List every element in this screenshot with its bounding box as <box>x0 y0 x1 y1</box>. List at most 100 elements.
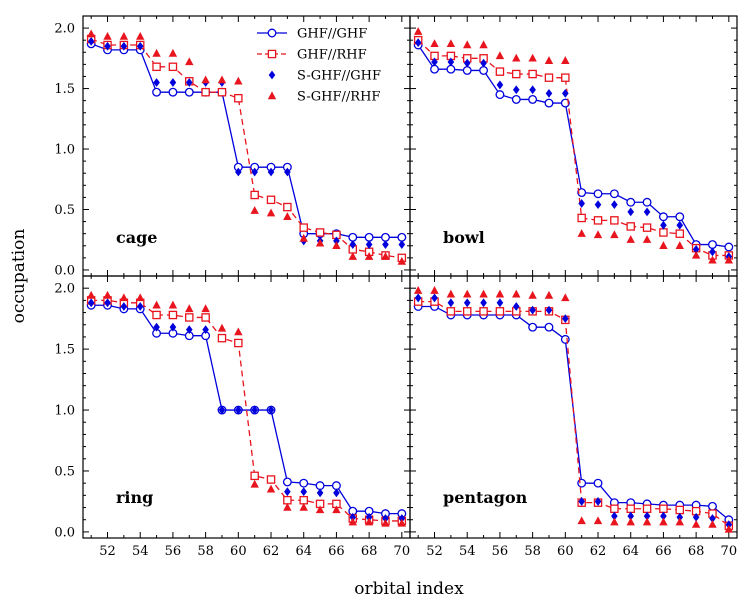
data-point <box>153 322 160 332</box>
data-point <box>202 325 209 335</box>
y-tick-label: 2.0 <box>54 22 75 37</box>
x-tick-label: 60 <box>557 544 574 559</box>
data-point <box>299 233 308 242</box>
data-point <box>397 256 407 265</box>
data-point <box>86 290 96 299</box>
data-point <box>315 228 325 237</box>
data-point <box>578 497 585 506</box>
panel-frame <box>409 275 738 539</box>
x-tick-label: 64 <box>622 544 639 559</box>
x-tick-label: 62 <box>590 544 607 559</box>
data-point <box>545 305 553 315</box>
data-point <box>480 298 487 308</box>
data-point <box>593 516 603 525</box>
series-ghf-ghf <box>86 300 407 519</box>
data-point <box>479 289 488 298</box>
x-tick-label: 62 <box>263 544 280 559</box>
data-point <box>611 511 618 521</box>
data-point <box>185 57 194 66</box>
data-point <box>528 69 537 79</box>
data-point <box>692 244 700 254</box>
series-s-ghf-ghf <box>87 298 406 523</box>
data-point <box>284 487 291 497</box>
data-point <box>643 511 651 521</box>
data-point <box>479 307 488 316</box>
data-point <box>496 298 504 308</box>
data-point <box>217 323 227 332</box>
data-point <box>495 67 505 76</box>
data-point <box>234 338 243 348</box>
x-axis-title: orbital index <box>354 579 464 599</box>
data-point <box>300 487 308 497</box>
data-point <box>561 293 570 302</box>
data-point <box>86 29 96 38</box>
data-point <box>169 322 177 332</box>
data-point <box>658 212 668 222</box>
data-point <box>675 241 684 249</box>
data-point <box>495 289 505 298</box>
data-point <box>348 252 357 260</box>
data-point <box>660 511 667 521</box>
data-point <box>495 51 505 60</box>
data-point <box>610 230 619 239</box>
legend-marker <box>268 70 276 80</box>
data-point <box>480 58 487 68</box>
series-s-ghf-ghf <box>414 293 733 529</box>
data-point <box>201 87 210 97</box>
data-point <box>660 220 667 230</box>
legend-label: S-GHF//RHF <box>297 90 380 105</box>
data-point <box>577 478 587 488</box>
data-point <box>463 298 471 308</box>
legend-entry: S-GHF//RHF <box>267 90 380 105</box>
series-group <box>413 27 734 264</box>
x-tick-label: 52 <box>426 544 443 559</box>
x-tick-label: 54 <box>459 544 476 559</box>
data-point <box>560 334 570 344</box>
data-point <box>251 167 258 177</box>
data-point <box>250 190 259 200</box>
data-point <box>283 202 292 212</box>
y-tick-label: 1.5 <box>54 343 75 358</box>
legend: GHF//GHF GHF//RHF S-GHF//GHF S-GHF//RHF <box>257 27 381 105</box>
panel-cage: 0.0 0.5 1.0 1.5 2.0 cage <box>54 15 411 278</box>
y-tick-label: 1.0 <box>54 404 75 419</box>
data-point <box>364 517 374 526</box>
legend-label: GHF//GHF <box>297 27 367 42</box>
data-point <box>544 73 554 82</box>
data-point <box>185 325 193 335</box>
data-point <box>235 167 242 177</box>
data-point <box>479 65 489 75</box>
data-point <box>593 189 603 199</box>
data-point <box>136 31 145 40</box>
data-point <box>463 40 472 49</box>
data-point <box>594 497 602 506</box>
data-point <box>431 57 438 67</box>
data-point <box>708 519 717 528</box>
data-point <box>544 322 554 332</box>
data-point <box>299 478 309 488</box>
data-point <box>169 78 177 87</box>
data-point <box>479 40 488 49</box>
series-group <box>413 286 734 533</box>
data-point <box>152 48 161 57</box>
data-point <box>168 48 178 57</box>
data-point <box>365 512 373 522</box>
data-point <box>496 80 504 90</box>
y-tick-label: 0.5 <box>54 464 75 479</box>
data-point <box>642 235 652 243</box>
data-point <box>627 207 635 217</box>
x-tick-label: 56 <box>492 544 509 559</box>
data-point <box>153 78 160 87</box>
data-point <box>675 212 685 222</box>
series-ghf-ghf <box>413 40 734 252</box>
data-point <box>724 255 734 264</box>
data-point <box>560 98 570 108</box>
data-point <box>299 223 308 232</box>
data-point <box>381 232 390 242</box>
y-tick-label: 2.0 <box>54 282 75 297</box>
data-point <box>201 304 210 313</box>
data-point <box>626 235 635 243</box>
legend-marker <box>267 91 277 100</box>
data-point <box>87 36 95 46</box>
data-point <box>659 228 668 237</box>
